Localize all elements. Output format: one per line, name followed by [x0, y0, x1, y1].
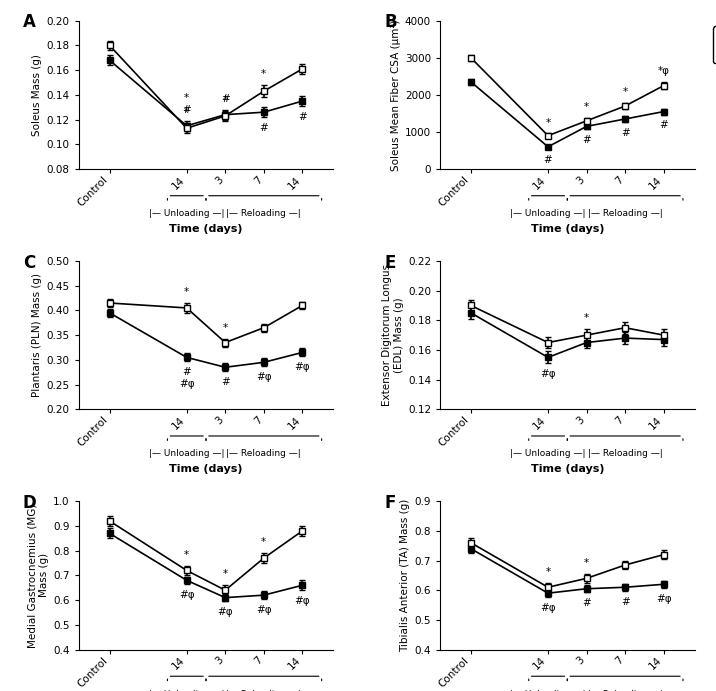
Text: *: *	[184, 107, 189, 117]
Text: #φ: #φ	[218, 607, 233, 617]
Text: #φ: #φ	[179, 590, 195, 600]
Text: |— Unloading —|: |— Unloading —|	[149, 690, 224, 691]
Y-axis label: Plantaris (PLN) Mass (g): Plantaris (PLN) Mass (g)	[32, 273, 42, 397]
Text: *: *	[184, 287, 189, 297]
Text: |— Reloading —|: |— Reloading —|	[226, 209, 301, 218]
Text: *: *	[584, 558, 589, 568]
Text: #: #	[298, 112, 306, 122]
Text: *: *	[546, 117, 551, 128]
Text: *: *	[584, 102, 589, 113]
Text: #: #	[621, 597, 629, 607]
Text: Time (days): Time (days)	[531, 224, 604, 234]
Text: *: *	[223, 569, 228, 579]
Text: #φ: #φ	[294, 362, 310, 372]
Text: |— Unloading —|: |— Unloading —|	[511, 209, 586, 218]
Text: D: D	[23, 494, 37, 512]
Text: #φ: #φ	[256, 605, 271, 615]
Legend: Adult, Old: Adult, Old	[713, 26, 716, 63]
Text: *: *	[223, 95, 228, 105]
Text: C: C	[23, 254, 35, 272]
Text: #φ: #φ	[294, 596, 310, 606]
Text: B: B	[384, 13, 397, 31]
Text: |— Reloading —|: |— Reloading —|	[226, 690, 301, 691]
Text: Time (days): Time (days)	[169, 224, 243, 234]
Text: |— Unloading —|: |— Unloading —|	[149, 449, 224, 458]
Text: A: A	[23, 13, 36, 31]
Text: #: #	[543, 155, 553, 165]
Text: *: *	[223, 323, 228, 332]
Y-axis label: Soleus Mean Fiber CSA (μm²): Soleus Mean Fiber CSA (μm²)	[391, 19, 401, 171]
Y-axis label: Extensor Digitorum Longus
(EDL) Mass (g): Extensor Digitorum Longus (EDL) Mass (g)	[382, 264, 404, 406]
Text: E: E	[384, 254, 395, 272]
Text: *: *	[623, 87, 628, 97]
Text: *: *	[261, 537, 266, 547]
Text: |— Unloading —|: |— Unloading —|	[149, 209, 224, 218]
Text: #: #	[621, 128, 629, 138]
Y-axis label: Tibialis Anterior (TA) Mass (g): Tibialis Anterior (TA) Mass (g)	[400, 499, 410, 652]
Text: *: *	[584, 313, 589, 323]
Text: #φ: #φ	[540, 369, 556, 379]
Text: *: *	[184, 549, 189, 560]
Y-axis label: Soleus Mass (g): Soleus Mass (g)	[32, 54, 42, 136]
Text: #: #	[659, 120, 668, 131]
Text: |— Unloading —|: |— Unloading —|	[511, 690, 586, 691]
Text: *: *	[261, 69, 266, 79]
Text: #φ: #φ	[256, 372, 271, 382]
Text: Time (days): Time (days)	[531, 464, 604, 474]
Text: |— Reloading —|: |— Reloading —|	[588, 209, 662, 218]
Text: #: #	[582, 598, 591, 608]
Text: #φ: #φ	[656, 594, 672, 604]
Text: |— Reloading —|: |— Reloading —|	[588, 690, 662, 691]
Text: #: #	[221, 377, 230, 387]
Text: *: *	[546, 567, 551, 577]
Text: |— Reloading —|: |— Reloading —|	[226, 449, 301, 458]
Text: #: #	[259, 123, 268, 133]
Text: #: #	[582, 135, 591, 145]
Y-axis label: Medial Gastrocnemius (MG)
Mass (g): Medial Gastrocnemius (MG) Mass (g)	[27, 503, 49, 647]
Text: *φ: *φ	[658, 66, 669, 76]
Text: |— Reloading —|: |— Reloading —|	[588, 449, 662, 458]
Text: #
#φ: # #φ	[179, 368, 195, 389]
Text: #: #	[221, 94, 230, 104]
Text: |— Unloading —|: |— Unloading —|	[511, 449, 586, 458]
Text: Time (days): Time (days)	[169, 464, 243, 474]
Text: *
#: * #	[183, 93, 191, 115]
Text: #φ: #φ	[540, 603, 556, 613]
Text: F: F	[384, 494, 395, 512]
